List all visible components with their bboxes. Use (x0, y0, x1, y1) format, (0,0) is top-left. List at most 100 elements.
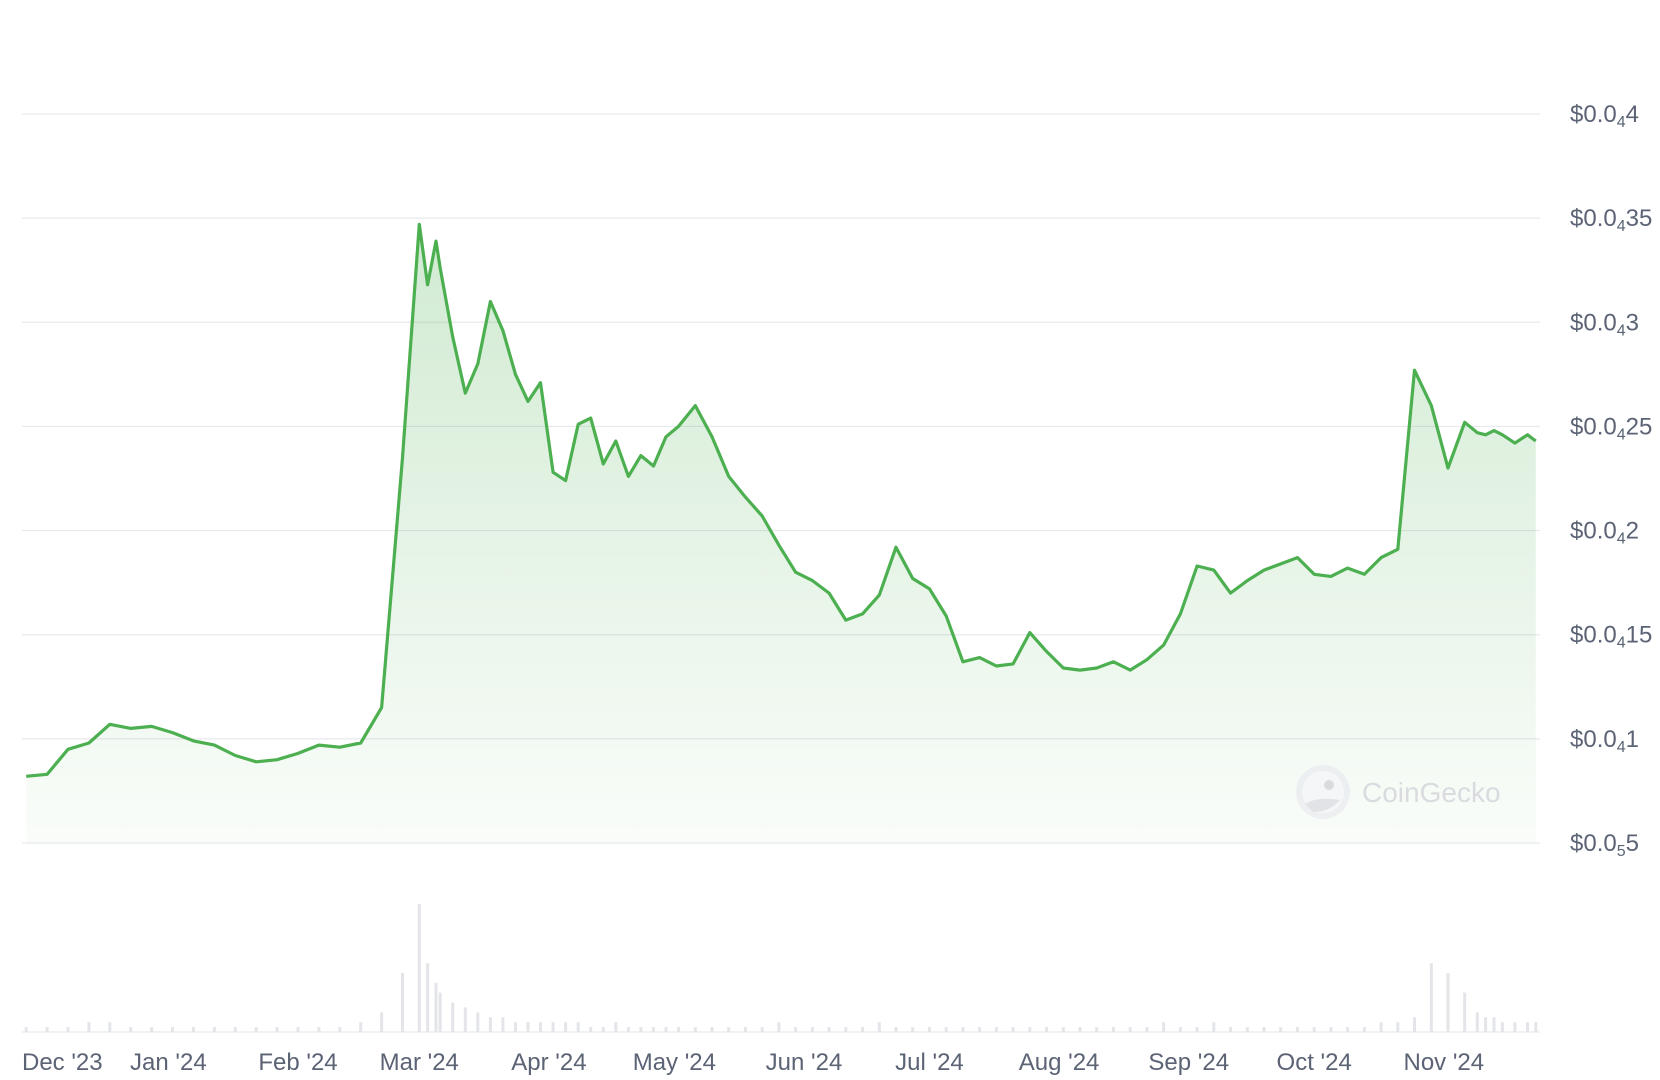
y-tick-label: $0.043 (1570, 309, 1639, 339)
y-tick-label: $0.0415 (1570, 622, 1652, 652)
volume-bar (978, 1027, 982, 1032)
volume-bar (1534, 1022, 1538, 1032)
volume-bar (426, 963, 430, 1032)
volume-bar (87, 1022, 91, 1032)
volume-bar (539, 1022, 542, 1032)
y-tick-label: $0.041 (1570, 726, 1639, 756)
volume-bar (66, 1027, 70, 1032)
volume-bar (861, 1027, 864, 1032)
volume-bar (254, 1027, 258, 1032)
volume-bar (150, 1027, 154, 1032)
volume-bar (45, 1027, 49, 1032)
volume-bar (1095, 1027, 1099, 1032)
volume-bar (1279, 1027, 1283, 1032)
volume-bar (1045, 1027, 1048, 1032)
volume-bar (1413, 1017, 1416, 1032)
y-axis-labels: $0.055 $0.041 $0.0415 $0.042 $0.0425 $0.043 $0… (1570, 101, 1652, 860)
volume-bar (108, 1022, 112, 1032)
y-tick-label: $0.0425 (1570, 413, 1652, 443)
volume-bar (576, 1022, 580, 1032)
volume-bar (844, 1027, 848, 1032)
watermark-text: CoinGecko (1362, 777, 1501, 808)
volume-bar (212, 1027, 216, 1032)
volume-bar (417, 904, 421, 1032)
volume-bar (1145, 1027, 1149, 1032)
x-tick-label: Aug '24 (1019, 1049, 1100, 1076)
volume-bar (1346, 1027, 1350, 1032)
volume-bar (1312, 1027, 1316, 1032)
volume-bar (1078, 1027, 1082, 1032)
x-tick-label: Apr '24 (511, 1049, 586, 1076)
volume-bar (614, 1022, 618, 1032)
volume-bar (1463, 992, 1467, 1032)
volume-bar (626, 1027, 630, 1032)
volume-bar (24, 1027, 28, 1032)
volume-bar (434, 982, 438, 1032)
volume-bar (514, 1022, 517, 1032)
volume-bar (1492, 1017, 1496, 1032)
volume-bar (601, 1027, 605, 1032)
volume-bar (1396, 1022, 1400, 1032)
volume-bar (1262, 1027, 1266, 1032)
x-tick-label: Jun '24 (766, 1049, 843, 1076)
volume-bar (1112, 1027, 1115, 1032)
volume-bar (1011, 1027, 1015, 1032)
volume-bar (877, 1022, 881, 1032)
gecko-logo-icon (1296, 765, 1350, 819)
volume-bar (551, 1022, 555, 1032)
x-tick-label: Dec '23 (22, 1049, 103, 1076)
volume-bar (760, 1027, 764, 1032)
volume-bar (1526, 1022, 1529, 1032)
volume-bar (171, 1027, 174, 1032)
volume-bar (1429, 963, 1433, 1032)
x-tick-label: Sep '24 (1148, 1049, 1229, 1076)
volume-bar (380, 1012, 384, 1032)
volume-bar (1329, 1027, 1333, 1032)
volume-bar (652, 1027, 655, 1032)
volume-bar (664, 1027, 668, 1032)
volume-bar (501, 1017, 505, 1032)
volume-bar (1061, 1027, 1065, 1032)
volume-bar (944, 1027, 948, 1032)
volume-bar (1500, 1022, 1504, 1032)
volume-bar (192, 1027, 195, 1032)
volume-bar (233, 1027, 237, 1032)
volume-bar (777, 1022, 781, 1032)
volume-bar (526, 1022, 530, 1032)
volume-bar (317, 1027, 321, 1032)
volume-bar (727, 1027, 731, 1032)
y-tick-label: $0.044 (1570, 101, 1639, 131)
volume-bar (1245, 1027, 1249, 1032)
volume-bar (338, 1027, 342, 1032)
x-tick-label: Oct '24 (1277, 1049, 1352, 1076)
y-tick-label: $0.042 (1570, 518, 1639, 548)
volume-bar (911, 1027, 915, 1032)
volume-bar (1028, 1027, 1032, 1032)
volume-bars (24, 904, 1538, 1032)
y-tick-label: $0.0435 (1570, 205, 1652, 235)
volume-bar (961, 1027, 965, 1032)
volume-bar (794, 1027, 798, 1032)
volume-bar (928, 1027, 931, 1032)
volume-bar (693, 1027, 697, 1032)
coingecko-watermark: CoinGecko (1296, 765, 1501, 819)
volume-bar (994, 1027, 998, 1032)
volume-bar (1212, 1022, 1216, 1032)
volume-bar (1296, 1027, 1299, 1032)
volume-bar (488, 1017, 492, 1032)
volume-bar (275, 1027, 279, 1032)
volume-bar (639, 1027, 643, 1032)
volume-bar (1128, 1027, 1132, 1032)
volume-bar (1195, 1027, 1199, 1032)
volume-bar (401, 972, 404, 1032)
x-tick-label: Nov '24 (1404, 1049, 1485, 1076)
volume-bar (451, 1002, 455, 1032)
volume-bar (564, 1022, 568, 1032)
volume-bar (1229, 1027, 1232, 1032)
volume-bar (1162, 1022, 1166, 1032)
volume-bar (476, 1012, 480, 1032)
volume-bar (710, 1027, 714, 1032)
price-area-fill (26, 224, 1536, 843)
volume-bar (1513, 1022, 1517, 1032)
volume-bar (1446, 972, 1450, 1032)
